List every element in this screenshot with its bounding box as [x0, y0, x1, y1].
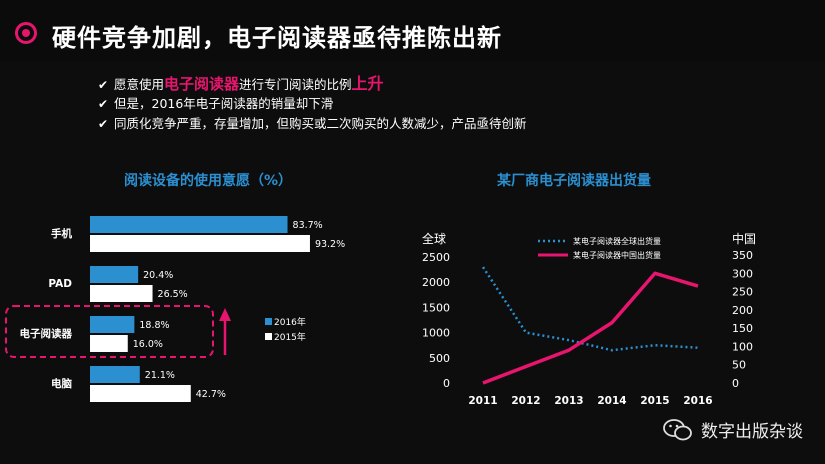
line-chart-title: 某厂商电子阅读器出货量	[497, 173, 651, 189]
bar-chart-title: 阅读设备的使用意愿（%）	[124, 173, 293, 189]
bar-value-label: 93.2%	[315, 239, 345, 250]
right-tick-label: 100	[732, 340, 753, 353]
bar-value-label: 20.4%	[143, 270, 173, 281]
bar	[90, 316, 135, 333]
bullet-text: 愿意使用	[114, 77, 165, 92]
x-tick-label: 2014	[597, 395, 626, 407]
category-label: 电子阅读器	[20, 327, 73, 340]
x-tick-label: 2012	[511, 395, 540, 407]
bar-value-label: 83.7%	[293, 220, 323, 231]
category-label: 手机	[51, 227, 72, 240]
bullet-highlight: 电子阅读器	[164, 75, 240, 93]
bar-chart: 2016年 2015年 手机 83.7% 93.2% PAD 20.4% 26.5% 电子阅…	[5, 216, 345, 402]
bullet-text: 进行专门阅读的比例	[239, 77, 352, 92]
right-tick-label: 300	[732, 267, 753, 280]
right-tick-label: 200	[732, 304, 753, 317]
legend-swatch-2015	[265, 333, 272, 340]
category-label: PAD	[48, 278, 72, 290]
bar	[90, 216, 288, 233]
bullet-list: ✔ 愿意使用电子阅读器进行专门阅读的比例上升 ✔ 但是，2016年电子阅读器的销量却…	[98, 74, 527, 134]
right-tick-label: 50	[732, 359, 746, 372]
highlight-box	[5, 305, 214, 358]
left-tick-label: 2000	[422, 276, 450, 289]
check-icon: ✔	[98, 78, 109, 92]
bullet-item: ✔ 愿意使用电子阅读器进行专门阅读的比例上升	[98, 74, 527, 94]
bar-value-label: 26.5%	[158, 289, 188, 300]
bar	[90, 335, 128, 352]
series-line-china	[482, 271, 699, 385]
line-legend: 某电子阅读器全球出货量 某电子阅读器中国出货量	[538, 236, 661, 260]
check-icon: ✔	[98, 117, 109, 131]
left-tick-label: 1500	[422, 301, 450, 314]
up-arrow-icon	[219, 308, 231, 355]
target-icon	[15, 22, 37, 44]
right-tick-label: 0	[732, 377, 739, 390]
right-tick-label: 350	[732, 249, 753, 262]
bar-value-label: 21.1%	[145, 370, 175, 381]
bar	[90, 266, 139, 283]
left-tick-label: 500	[429, 352, 450, 365]
bar-value-label: 16.0%	[133, 339, 163, 350]
bullet-text: 但是，2016年电子阅读器的销量却下滑	[114, 96, 334, 111]
check-icon: ✔	[98, 97, 109, 111]
line-chart: 全球 中国 某电子阅读器全球出货量 某电子阅读器中国出货量 2500200015…	[422, 231, 756, 407]
bar	[90, 366, 140, 383]
legend-label-2015: 2015年	[274, 331, 306, 343]
legend-swatch-2016	[265, 318, 272, 325]
wechat-icon	[663, 418, 692, 440]
legend-label-china: 某电子阅读器中国出货量	[573, 250, 661, 260]
bullet-text: 同质化竞争严重，存量增加，但购买或二次购买的人数减少，产品亟待创新	[114, 116, 527, 131]
right-tick-label: 150	[732, 322, 753, 335]
watermark: 数字出版杂谈	[663, 417, 803, 442]
left-tick-label: 0	[443, 377, 450, 390]
series-line-global	[481, 266, 699, 352]
bullet-highlight: 上升	[351, 74, 384, 93]
bar	[90, 235, 310, 252]
x-tick-label: 2011	[468, 395, 497, 407]
category-label: 电脑	[51, 377, 72, 390]
right-axis-title: 中国	[732, 231, 756, 246]
slide-title: 硬件竞争加剧，电子阅读器亟待推陈出新	[52, 24, 502, 52]
x-tick-label: 2016	[683, 395, 712, 407]
bar-legend: 2016年 2015年	[265, 316, 306, 343]
bar	[90, 285, 153, 302]
bullet-item: ✔ 但是，2016年电子阅读器的销量却下滑	[98, 94, 527, 114]
x-tick-label: 2015	[640, 395, 669, 407]
bar	[90, 385, 191, 402]
bar-value-label: 42.7%	[196, 389, 226, 400]
left-tick-label: 2500	[422, 251, 450, 264]
legend-label-2016: 2016年	[274, 316, 306, 328]
x-tick-label: 2013	[554, 395, 583, 407]
title-bar: 硬件竞争加剧，电子阅读器亟待推陈出新	[0, 0, 825, 62]
bar-value-label: 18.8%	[139, 320, 169, 331]
left-axis-title: 全球	[422, 231, 446, 246]
watermark-text: 数字出版杂谈	[701, 422, 803, 442]
bullet-item: ✔ 同质化竞争严重，存量增加，但购买或二次购买的人数减少，产品亟待创新	[98, 114, 527, 134]
right-tick-label: 250	[732, 286, 753, 299]
legend-label-global: 某电子阅读器全球出货量	[573, 236, 661, 246]
left-tick-label: 1000	[422, 327, 450, 340]
